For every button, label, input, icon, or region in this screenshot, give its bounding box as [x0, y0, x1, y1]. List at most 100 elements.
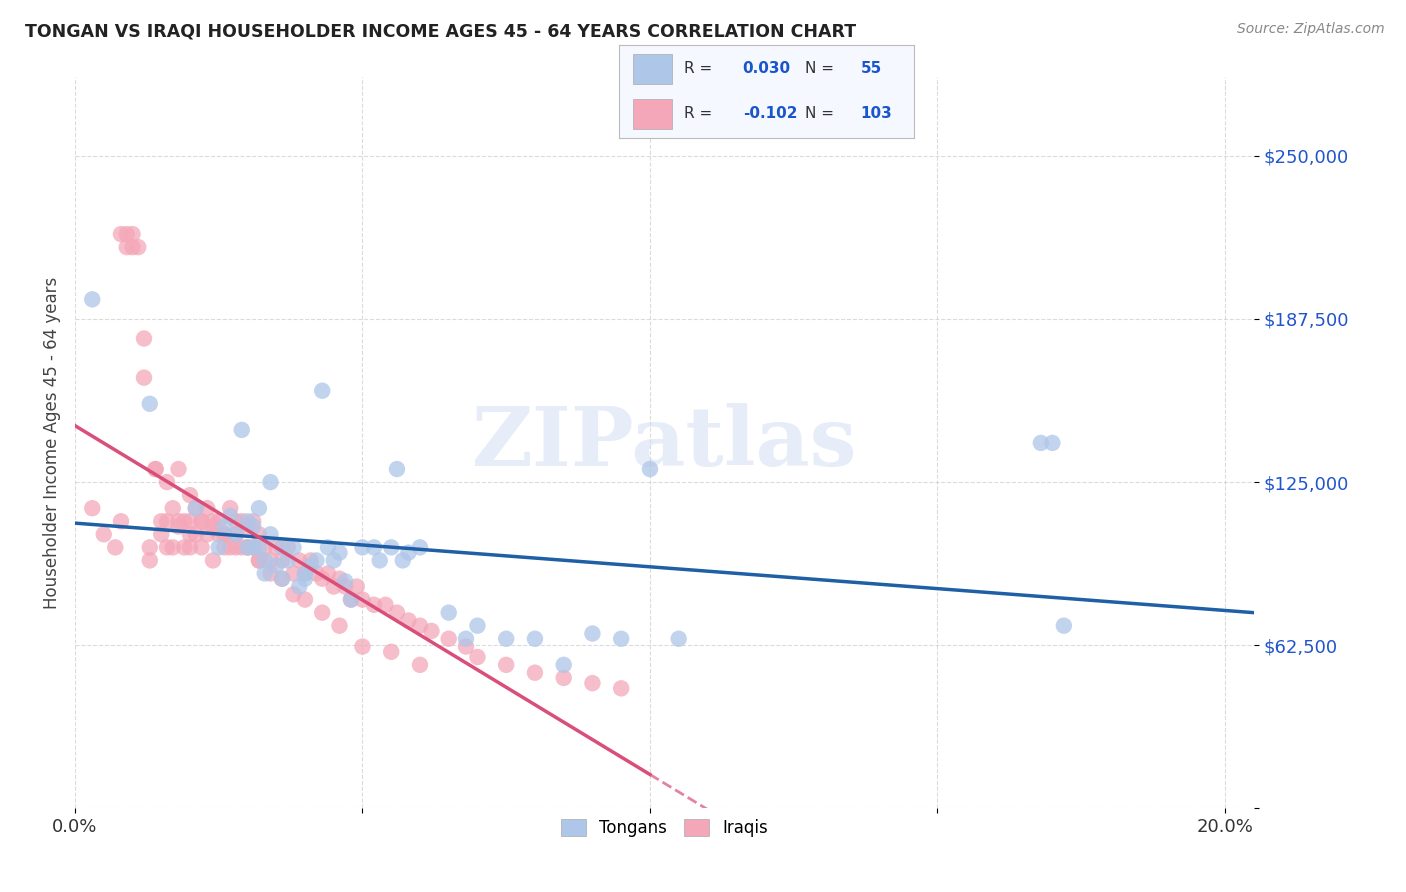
Point	[294, 572, 316, 586]
Point	[247, 501, 270, 516]
Point	[145, 462, 167, 476]
Bar	[633, 54, 672, 84]
Point	[638, 462, 661, 476]
Point	[380, 541, 402, 555]
Point	[184, 501, 207, 516]
Point	[242, 541, 264, 555]
Point	[340, 592, 363, 607]
Point	[121, 240, 143, 254]
Point	[162, 541, 184, 555]
Point	[385, 462, 408, 476]
Point	[179, 488, 201, 502]
Point	[581, 676, 603, 690]
Point	[283, 541, 305, 555]
Point	[352, 541, 374, 555]
Bar	[633, 99, 672, 129]
Point	[271, 572, 294, 586]
Point	[156, 475, 179, 489]
Point	[167, 519, 190, 533]
Point	[214, 519, 236, 533]
Point	[247, 541, 270, 555]
Text: 103: 103	[860, 106, 893, 121]
Point	[231, 541, 253, 555]
Point	[242, 541, 264, 555]
Text: N =: N =	[804, 106, 838, 121]
Point	[299, 553, 322, 567]
Point	[104, 541, 127, 555]
Point	[277, 553, 299, 567]
Point	[294, 566, 316, 581]
Point	[219, 541, 242, 555]
Point	[190, 514, 212, 528]
Point	[277, 541, 299, 555]
Point	[225, 527, 247, 541]
Point	[247, 527, 270, 541]
Point	[316, 541, 339, 555]
Point	[253, 566, 276, 581]
Point	[150, 514, 173, 528]
Point	[225, 527, 247, 541]
Point	[437, 606, 460, 620]
Point	[247, 553, 270, 567]
Point	[467, 618, 489, 632]
Point	[253, 553, 276, 567]
Point	[231, 514, 253, 528]
Point	[201, 514, 224, 528]
Point	[201, 553, 224, 567]
Point	[208, 514, 231, 528]
Point	[259, 553, 281, 567]
Point	[380, 645, 402, 659]
Point	[1040, 436, 1063, 450]
Point	[409, 618, 432, 632]
Point	[242, 519, 264, 533]
Point	[305, 553, 328, 567]
Point	[236, 519, 259, 533]
Point	[190, 541, 212, 555]
Point	[305, 566, 328, 581]
Point	[352, 640, 374, 654]
Point	[195, 527, 218, 541]
Text: TONGAN VS IRAQI HOUSEHOLDER INCOME AGES 45 - 64 YEARS CORRELATION CHART: TONGAN VS IRAQI HOUSEHOLDER INCOME AGES …	[25, 22, 856, 40]
Point	[195, 501, 218, 516]
Point	[391, 553, 413, 567]
Point	[553, 657, 575, 672]
Y-axis label: Householder Income Ages 45 - 64 years: Householder Income Ages 45 - 64 years	[44, 277, 60, 609]
Point	[328, 618, 350, 632]
Legend: Tongans, Iraqis: Tongans, Iraqis	[554, 813, 775, 844]
Point	[352, 592, 374, 607]
Point	[139, 541, 162, 555]
Point	[184, 501, 207, 516]
Text: ZIPatlas: ZIPatlas	[471, 403, 858, 483]
Point	[523, 665, 546, 680]
Point	[259, 527, 281, 541]
Point	[335, 580, 357, 594]
Text: R =: R =	[683, 106, 717, 121]
Point	[385, 606, 408, 620]
Point	[581, 626, 603, 640]
Point	[409, 657, 432, 672]
Point	[115, 240, 138, 254]
Point	[139, 553, 162, 567]
Point	[311, 606, 333, 620]
Point	[127, 240, 149, 254]
Point	[145, 462, 167, 476]
Point	[236, 541, 259, 555]
Point	[156, 541, 179, 555]
Point	[259, 475, 281, 489]
Point	[523, 632, 546, 646]
Point	[271, 553, 294, 567]
Point	[437, 632, 460, 646]
Point	[1029, 436, 1052, 450]
Point	[167, 462, 190, 476]
Point	[288, 580, 311, 594]
Text: R =: R =	[683, 62, 717, 77]
Point	[253, 541, 276, 555]
Point	[110, 227, 132, 241]
Point	[299, 558, 322, 573]
Point	[167, 514, 190, 528]
Point	[335, 574, 357, 589]
Point	[132, 370, 155, 384]
Point	[231, 423, 253, 437]
Point	[495, 657, 517, 672]
Point	[259, 566, 281, 581]
